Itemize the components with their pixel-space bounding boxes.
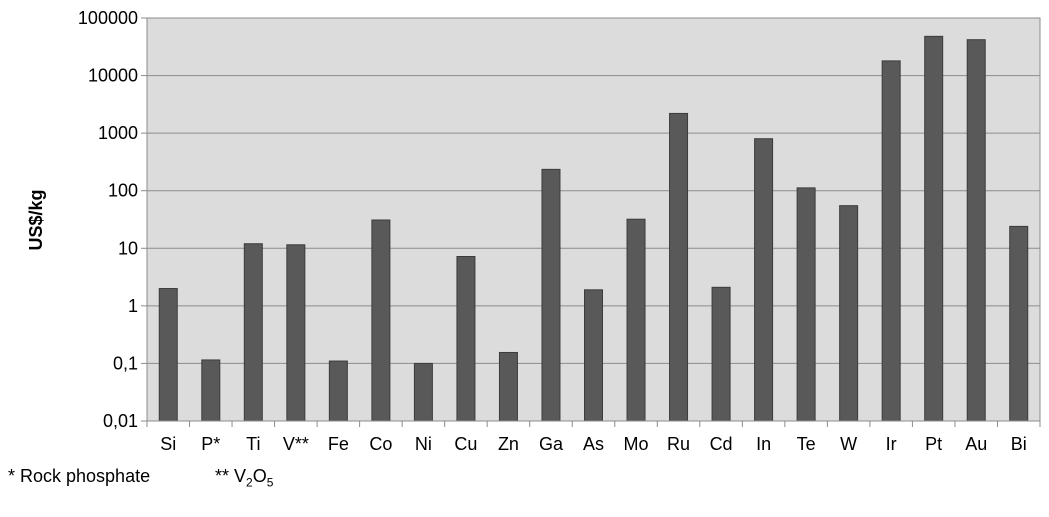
bar-Co	[371, 219, 391, 422]
y-tick-label: 100	[108, 181, 138, 201]
footnote-v2o5-prefix: ** V	[215, 466, 247, 486]
bar-Bi	[1009, 225, 1029, 422]
bar-Ni	[413, 362, 433, 422]
footnote-v2o5-mid: O	[252, 466, 267, 486]
x-tick-labels: Si P* Ti V** Fe Co Ni Cu Zn Ga As Mo Ru Cd In Te W Ir Pt Au…	[160, 434, 1026, 454]
bar-Si	[158, 288, 178, 422]
footnote-rock-phosphate: * Rock phosphate	[8, 466, 151, 486]
bar-Ru	[669, 112, 689, 422]
x-tick-label: Ru	[667, 434, 690, 454]
footnote-v2o5-sub2: 5	[266, 475, 274, 490]
bar-P	[201, 359, 221, 422]
bar-Zn	[498, 351, 518, 422]
x-tick-label: Co	[369, 434, 392, 454]
x-tick-label: Fe	[328, 434, 349, 454]
x-tick-label: Au	[965, 434, 987, 454]
x-tick-label: As	[583, 434, 604, 454]
y-tick-label: 100000	[78, 8, 138, 28]
bar-Ga	[541, 168, 561, 422]
x-tick-label: Pt	[925, 434, 942, 454]
y-tick-labels: 0,01 0,1 1 10 100 1000 10000 100000	[78, 8, 138, 431]
y-tick-label: 1000	[98, 123, 138, 143]
x-tick-label: Ir	[886, 434, 897, 454]
bar-Cd	[711, 286, 731, 422]
x-tick-label: V**	[283, 434, 309, 454]
bar-Fe	[328, 360, 348, 422]
footnote-v2o5-sub1: 2	[246, 475, 253, 490]
bar-As	[584, 289, 603, 422]
bar-V	[286, 244, 306, 422]
bars	[158, 35, 1029, 422]
x-tick-label: Zn	[498, 434, 519, 454]
y-tick-label: 10000	[88, 66, 138, 86]
axes	[141, 17, 1041, 427]
x-tick-label: Te	[797, 434, 816, 454]
bar-Cu	[456, 255, 476, 422]
bar-W	[839, 205, 859, 422]
x-tick-label: Mo	[624, 434, 649, 454]
x-tick-label: Ti	[246, 434, 260, 454]
x-tick-label: Cd	[710, 434, 733, 454]
y-axis-label: US$/kg	[26, 189, 46, 250]
bar-Au	[966, 39, 986, 422]
bar-Ti	[243, 243, 263, 422]
x-tick-label: P*	[201, 434, 220, 454]
bar-In	[754, 138, 774, 422]
bar-chart: 0,01 0,1 1 10 100 1000 10000 100000 Si P* Ti V** Fe…	[26, 8, 1041, 454]
footnote-v2o5: ** V2O5	[215, 466, 273, 490]
x-tick-label: Ni	[415, 434, 432, 454]
bar-Pt	[924, 35, 944, 422]
y-tick-label: 10	[118, 238, 138, 258]
x-tick-label: Ga	[539, 434, 564, 454]
y-tick-label: 0,1	[113, 353, 138, 373]
y-tick-label: 1	[128, 296, 138, 316]
bar-Te	[796, 187, 816, 422]
x-tick-label: Cu	[454, 434, 477, 454]
x-tick-label: In	[756, 434, 771, 454]
x-tick-label: Si	[160, 434, 176, 454]
x-tick-label: W	[840, 434, 857, 454]
bar-Ir	[881, 60, 901, 422]
bar-Mo	[626, 218, 646, 422]
x-tick-label: Bi	[1011, 434, 1027, 454]
y-tick-label: 0,01	[103, 411, 138, 431]
